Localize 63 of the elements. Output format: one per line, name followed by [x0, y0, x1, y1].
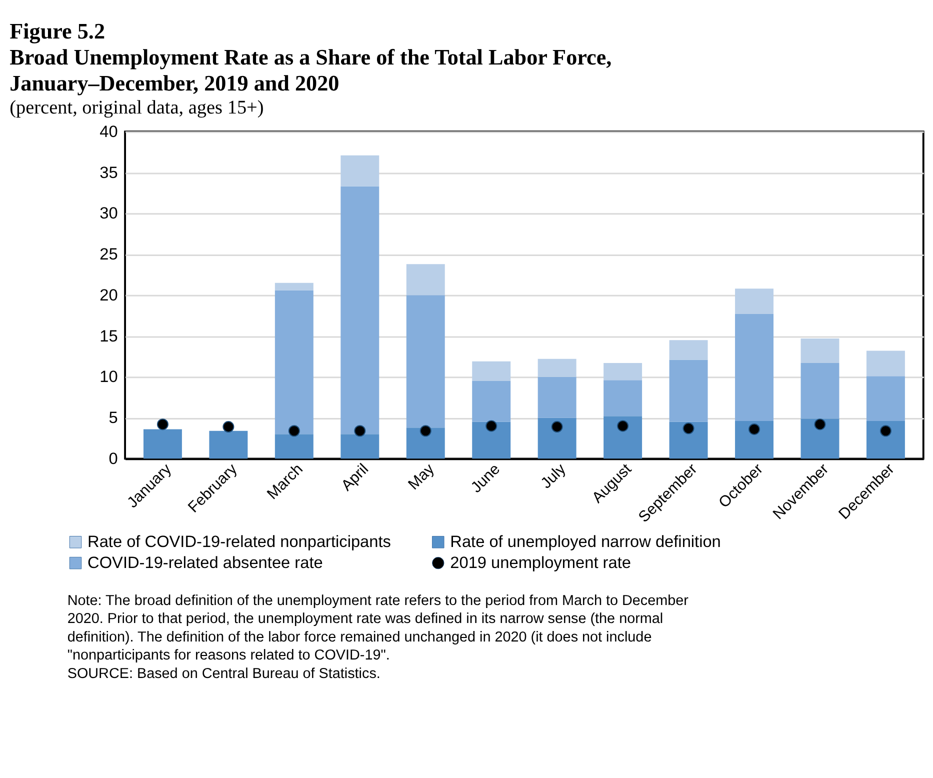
- bar: [866, 376, 905, 422]
- bar: [538, 358, 576, 377]
- bar: [669, 340, 708, 360]
- bar: [143, 429, 182, 459]
- point: [880, 425, 892, 437]
- point: [748, 424, 760, 435]
- y-tick-label: 0: [108, 450, 118, 468]
- point: [222, 421, 234, 433]
- bar: [604, 363, 642, 380]
- bar: [735, 314, 774, 422]
- bar: [866, 421, 905, 459]
- bar: [406, 264, 445, 296]
- chart-title: Figure 5.2 Broad Unemployment Rate as a Share of the Total Labor Force, January–December, 2019 and 2020: [10, 18, 612, 96]
- point: [156, 418, 168, 430]
- bar: [406, 295, 445, 428]
- y-tick-label: 20: [100, 286, 118, 304]
- point: [420, 425, 432, 437]
- legend-label: Rate of unemployed narrow definition: [450, 532, 721, 551]
- x-tick-label: July: [538, 460, 570, 492]
- bar: [866, 350, 905, 376]
- chart-subtitle: (percent, original data, ages 15+): [10, 97, 264, 118]
- point: [288, 425, 300, 437]
- y-tick-label: 25: [100, 246, 118, 264]
- point: [354, 425, 366, 437]
- x-tick-label: May: [405, 460, 438, 494]
- y-tick-label: 10: [100, 368, 118, 386]
- y-tick-label: 35: [100, 164, 118, 182]
- bar: [472, 422, 511, 459]
- bar: [735, 421, 774, 459]
- bar: [604, 380, 642, 416]
- bar: [274, 282, 314, 290]
- y-tick-label: 40: [100, 122, 118, 141]
- bar: [340, 186, 380, 434]
- legend-label: 2019 unemployment rate: [450, 554, 631, 572]
- bar: [604, 416, 642, 459]
- point: [617, 420, 629, 432]
- bar: [274, 290, 314, 434]
- bar: [800, 363, 840, 419]
- bar: [800, 338, 840, 364]
- legend-label: Rate of COVID-19-related nonparticipants: [88, 532, 391, 551]
- bar: [340, 434, 380, 459]
- bar: [472, 381, 511, 422]
- bar: [669, 360, 708, 422]
- point: [814, 418, 826, 430]
- bar: [669, 422, 708, 459]
- legend-label: COVID-19-related absentee rate: [88, 554, 323, 572]
- bar: [538, 418, 576, 459]
- bar: [800, 418, 840, 459]
- bar: [735, 288, 774, 314]
- y-tick-label: 15: [100, 327, 118, 346]
- bar: [538, 376, 576, 418]
- point: [682, 422, 694, 434]
- bar: [209, 430, 248, 459]
- point: [551, 421, 563, 433]
- bar: [406, 428, 445, 459]
- text: Note: The broad definition of the unemployment rate refers to the period from March to December 2020. Prior to that period, the unemployment rate was defined in its narrow sense (the normal definition). The definition of the labor force remained unchanged in 2020 (it does not include "nonparticipants for reasons related to COVID-19".: [67, 592, 689, 664]
- bar: [472, 361, 511, 381]
- point: [486, 420, 498, 432]
- y-tick-label: 30: [100, 204, 118, 223]
- y-tick-label: 5: [108, 409, 118, 428]
- bar: [274, 434, 314, 459]
- bar: [340, 155, 380, 186]
- source-note: SOURCE: Based on Central Bureau of Statistics.: [67, 666, 380, 682]
